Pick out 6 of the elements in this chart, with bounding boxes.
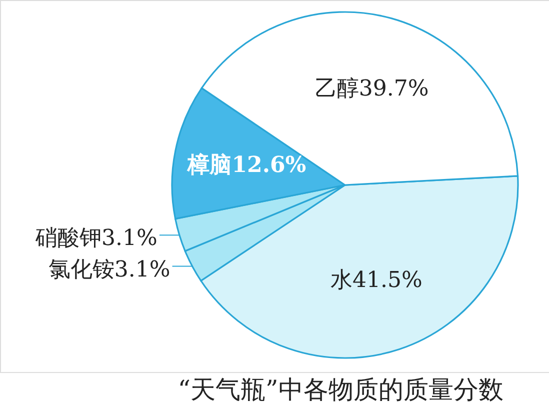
slice-label: 樟脑12.6% [186, 152, 306, 178]
slice-label: 氯化铵3.1% [48, 257, 170, 282]
text: “天气瓶”中各物质的质量分数 [178, 375, 504, 404]
slice-label: 水41.5% [330, 268, 422, 293]
slice-label: 乙醇39.7% [314, 76, 429, 102]
slice-label: 硝酸钾3.1% [34, 226, 158, 252]
